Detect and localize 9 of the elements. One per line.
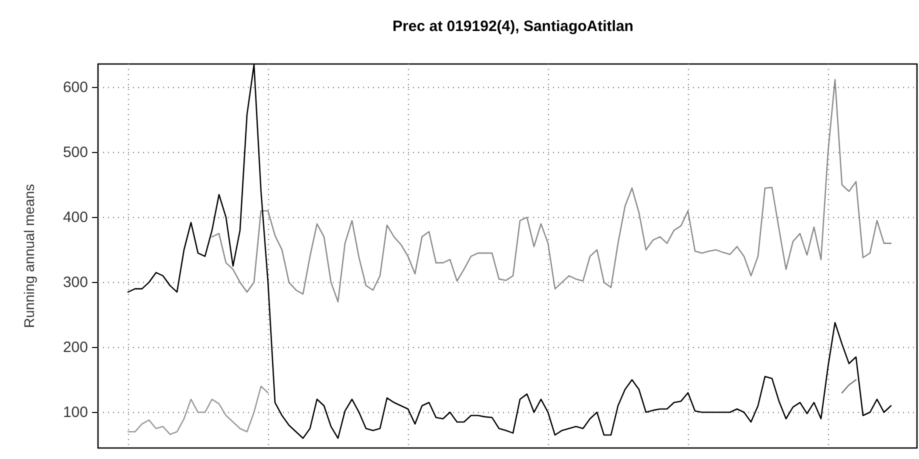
y-tick-label: 500 bbox=[62, 144, 88, 161]
chart-title: Prec at 019192(4), SantiagoAtitlan bbox=[392, 18, 634, 35]
line-series bbox=[127, 386, 269, 436]
y-tick-label: 400 bbox=[62, 208, 88, 226]
y-tick-label: 100 bbox=[62, 404, 88, 421]
y-tick-label: 600 bbox=[62, 78, 88, 96]
y-tick-label: 200 bbox=[62, 338, 88, 356]
y-axis-title: Running annual means bbox=[21, 184, 37, 328]
y-tick-label: 300 bbox=[62, 274, 88, 291]
